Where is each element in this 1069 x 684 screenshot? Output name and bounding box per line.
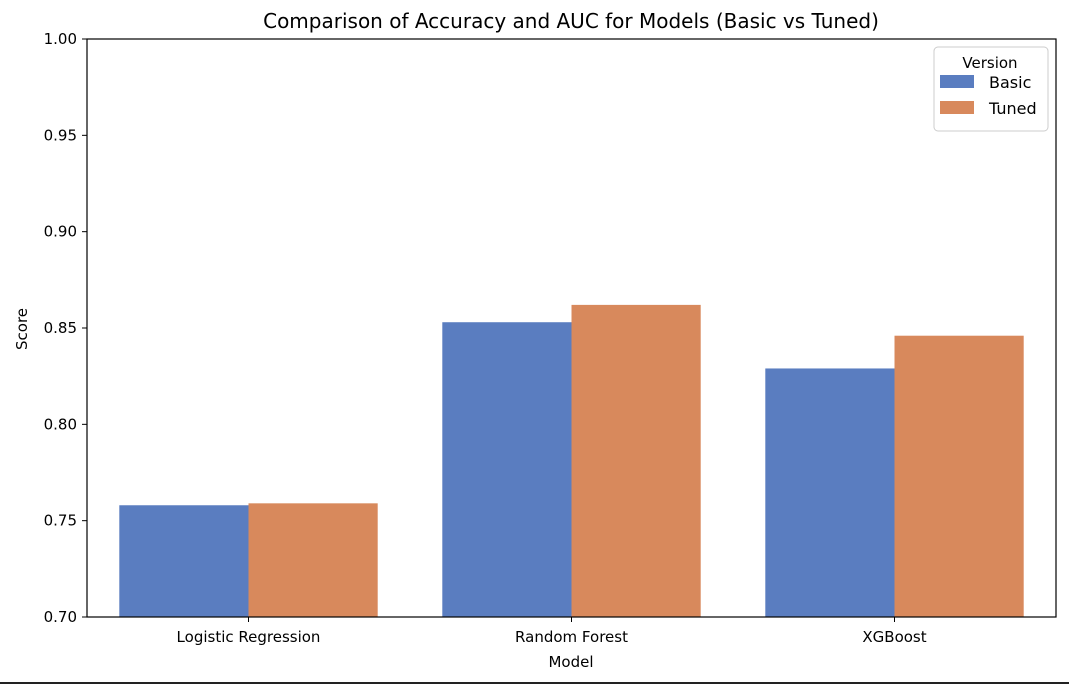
legend-swatch-basic [940,75,974,88]
y-axis: 0.70 0.75 0.80 0.85 0.90 0.95 1.00 [44,30,87,626]
x-tick-label: Random Forest [515,628,628,646]
x-axis-label: Model [548,653,593,671]
y-tick-label: 1.00 [44,30,77,48]
legend: Version Basic Tuned [933,46,1049,132]
bar-tuned [894,335,1024,617]
y-tick-label: 0.95 [44,126,77,144]
bar-basic [119,505,249,617]
bar-basic [442,322,572,617]
x-tick-label: Logistic Regression [177,628,321,646]
x-tick-label: XGBoost [862,628,926,646]
plot-area [86,38,1057,618]
legend-title: Version [962,54,1017,72]
y-axis-label: Score [13,308,31,350]
bar-tuned [571,304,701,617]
y-tick-label: 0.75 [44,512,77,530]
chart-title: Comparison of Accuracy and AUC for Model… [263,9,879,33]
legend-label-basic: Basic [989,73,1031,92]
y-tick-label: 0.90 [44,223,77,241]
x-axis: Logistic Regression Random Forest XGBoost [177,617,927,646]
y-tick-label: 0.70 [44,608,77,626]
bar-basic [765,368,895,617]
bottom-divider [0,682,1069,684]
legend-label-tuned: Tuned [988,99,1037,118]
legend-swatch-tuned [940,101,974,114]
bar-tuned [248,503,378,617]
y-tick-label: 0.85 [44,319,77,337]
y-tick-label: 0.80 [44,415,77,433]
